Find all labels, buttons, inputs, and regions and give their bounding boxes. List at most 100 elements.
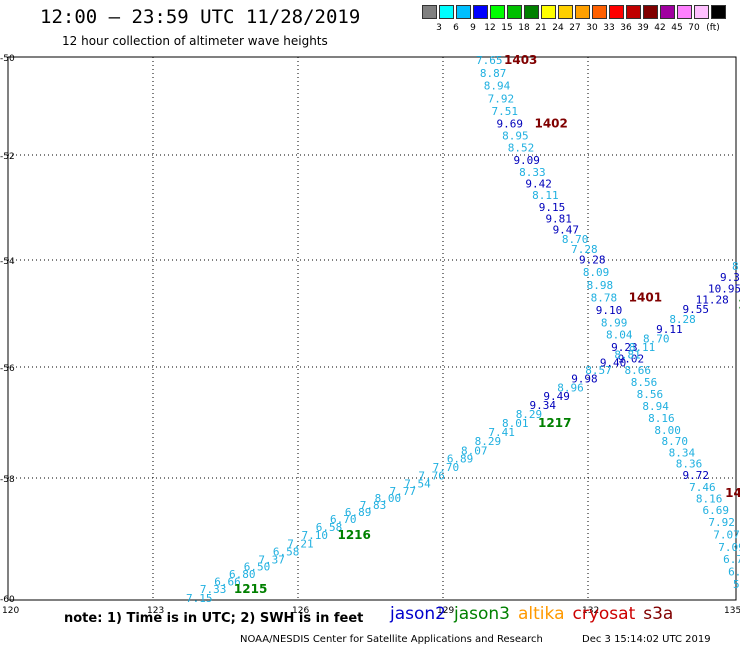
legend-tick-label: 15 (501, 23, 513, 33)
legend-tick-label: 12 (484, 23, 496, 33)
track-a-value: 7.46 (689, 481, 716, 494)
legend-swatch (473, 5, 488, 19)
track-b-value: 6.89 (447, 453, 474, 466)
track-b-value: 9.11 (656, 323, 683, 336)
track-a-value: 9.02 (618, 353, 645, 366)
track-a-value: 8.87 (480, 67, 507, 80)
track-a-value: 9.69 (496, 117, 523, 130)
track-a-value: 8.34 (669, 446, 696, 459)
track-b-value: 9.49 (543, 390, 570, 403)
legend-tick-label: 70 (688, 23, 700, 33)
track-b-value: 7.54 (404, 478, 431, 491)
track-b-value: 8.01 (502, 417, 529, 430)
legend-swatch (609, 5, 624, 19)
track-b-value: 7.21 (287, 537, 314, 550)
track-b-value: 7.77 (390, 485, 417, 498)
pass-number-label: 1402 (534, 116, 567, 130)
track-a-value: 6.76 (723, 553, 740, 566)
track-b-value: 9.55 (682, 303, 709, 316)
track-a-value: 5 (733, 578, 740, 591)
satellite-legend-cryosat: cryosat (572, 604, 636, 624)
track-b-value: 8.07 (461, 444, 488, 457)
legend-tick-label: 24 (552, 23, 564, 33)
track-a-value: 8.00 (654, 424, 681, 437)
track-b-value: 7.41 (488, 426, 514, 439)
track-a-value: 7.09 (718, 541, 740, 554)
legend-tick-label: 42 (654, 23, 666, 33)
track-b-value: 9.40 (600, 356, 627, 369)
track-a-value: 8.66 (625, 364, 652, 377)
track-a-value: 8.98 (587, 279, 614, 292)
legend-swatch (592, 5, 607, 19)
track-a-value: 6.0 (728, 566, 740, 579)
satellite-legend-altika: altika (518, 604, 565, 624)
color-scale-legend: 3 6 9 12 15 18 21 24 27 30 33 36 39 42 45 70 (ft) (422, 5, 730, 35)
page-title: 12:00 — 23:59 UTC 11/28/2019 (40, 6, 361, 28)
generated-timestamp: Dec 3 15:14:02 UTC 2019 (582, 634, 711, 645)
track-a-value: 8.16 (696, 492, 723, 505)
track-b-value: 11.28 (696, 293, 729, 306)
legend-swatch (677, 5, 692, 19)
track-b-value: 6.50 (244, 561, 271, 574)
track-a-value: 8.09 (583, 266, 610, 279)
track-a-value: 8.94 (484, 80, 511, 93)
track-b-value: 6.66 (214, 575, 241, 588)
track-a-value: 8.33 (519, 166, 546, 179)
track-a-value: 7.51 (492, 105, 519, 118)
track-b-value: 7.10 (301, 529, 328, 542)
track-b-value: 10.95 (708, 282, 740, 295)
track-b-value: 8.81 (614, 349, 641, 362)
pass-number-label: 1401 (629, 291, 662, 305)
track-a-value: 9.28 (579, 253, 606, 266)
latitude-tick-label: -50 (0, 54, 15, 64)
track-b-value: 7.37 (258, 553, 285, 566)
legend-swatch (507, 5, 522, 19)
track-b-value: 6.58 (273, 546, 300, 559)
legend-tick-label: 39 (637, 23, 649, 33)
track-b-value: 8.57 (585, 364, 612, 377)
legend-tick-label: 21 (535, 23, 547, 33)
track-a-value: 7.92 (708, 516, 735, 529)
track-b-value: 7.15 (186, 592, 213, 605)
legend-swatch (456, 5, 471, 19)
latitude-tick-label: -56 (0, 364, 15, 374)
track-a-value: 7.07 (713, 528, 740, 541)
footnote: note: 1) Time is in UTC; 2) SWH is in fe… (64, 611, 364, 626)
page-subtitle: 12 hour collection of altimeter wave hei… (62, 34, 328, 48)
track-a-value: 8.56 (637, 388, 664, 401)
track-b-value: 9.3 (720, 271, 740, 284)
track-b-value: 8.29 (516, 408, 543, 421)
track-b-value: 8.70 (643, 333, 670, 346)
track-a-value: 8.99 (601, 316, 628, 329)
track-b-value: 6.80 (229, 568, 256, 581)
latitude-tick-label: -58 (0, 475, 15, 485)
track-b: 7.157.336.666.806.507.376.587.217.106.58… (186, 260, 740, 605)
track-a-value: 7.65 (476, 54, 503, 67)
track-a-value: 9.10 (596, 304, 623, 317)
pass-number-label: 1218 (738, 297, 740, 311)
longitude-tick-label: 120 (2, 606, 19, 616)
longitude-tick-label: 129 (437, 606, 454, 616)
track-a-value: 8.56 (631, 376, 658, 389)
legend-swatch (541, 5, 556, 19)
track-a-value: 9.72 (682, 469, 709, 482)
track-b-value: 6.58 (316, 521, 343, 534)
legend-tick-label: 6 (453, 23, 459, 33)
satellite-legend-jason3: jason3 (454, 604, 510, 624)
legend-swatch (660, 5, 675, 19)
track-a-value: 8.78 (591, 292, 618, 305)
legend-tick-label: (ft) (706, 23, 720, 33)
track-b-value: 9.34 (530, 399, 557, 412)
track-b-value: 8 (732, 260, 739, 273)
track-b-value: 8.29 (475, 435, 502, 448)
track-a-value: 8.52 (508, 142, 535, 155)
track-a-value: 8.11 (532, 189, 559, 202)
legend-tick-label: 9 (470, 23, 476, 33)
pass-number-label: 1400 (725, 486, 740, 500)
track-a-value: 9.47 (553, 224, 580, 237)
legend-swatch (711, 5, 726, 19)
legend-swatch (558, 5, 573, 19)
track-a-value: 8.70 (662, 435, 689, 448)
track-b-value: 8.96 (557, 381, 584, 394)
axis-labels: 120 123 126 129 132 135 -50 -52 -54 -56 -58 -60 (0, 54, 740, 616)
